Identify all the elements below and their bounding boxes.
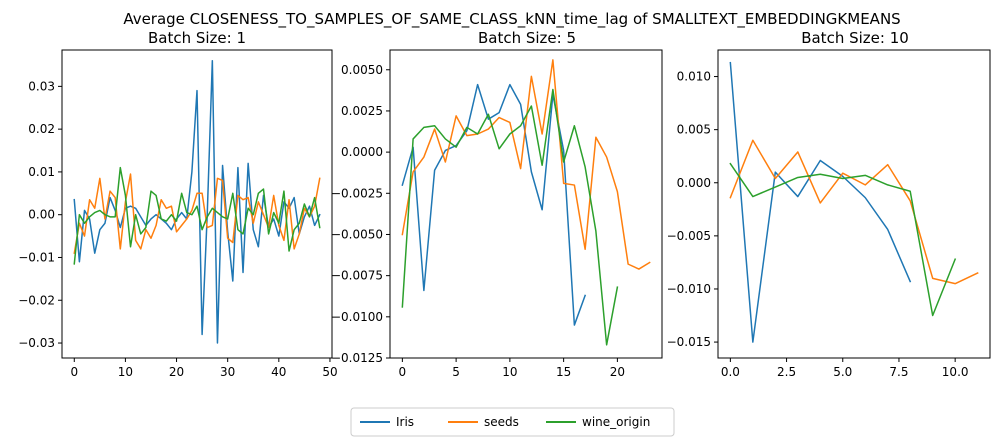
series-line-iris (729, 61, 912, 343)
y-tick-label: 0.0050 (341, 63, 383, 77)
series-line-wine-origin (729, 162, 957, 317)
series-line-seeds (401, 59, 651, 270)
y-tick-label: −0.03 (18, 336, 55, 350)
y-tick-label: −0.0125 (331, 351, 383, 365)
y-tick-label: −0.0075 (331, 269, 383, 283)
y-tick-label: 0.010 (677, 70, 711, 84)
x-tick-label: 5.0 (833, 365, 852, 379)
y-tick-label: −0.010 (667, 282, 711, 296)
x-tick-label: 40 (271, 365, 286, 379)
axes-frame (389, 49, 663, 359)
y-tick-label: 0.0000 (341, 145, 383, 159)
x-tick-label: 10 (502, 365, 517, 379)
y-tick-label: −0.0025 (331, 186, 383, 200)
x-tick-label: 5 (452, 365, 460, 379)
legend: Iris seeds wine_origin (350, 407, 675, 437)
figure-suptitle: Average CLOSENESS_TO_SAMPLES_OF_SAME_CLA… (123, 10, 900, 29)
x-tick-label: 10.0 (942, 365, 969, 379)
y-tick-label: 0.005 (677, 123, 711, 137)
x-tick-label: 0 (70, 365, 78, 379)
series-line-wine-origin (73, 166, 321, 265)
y-tick-label: 0.03 (28, 79, 55, 93)
y-tick-label: −0.02 (18, 293, 55, 307)
y-tick-label: 0.000 (677, 176, 711, 190)
y-tick-label: 0.02 (28, 122, 55, 136)
x-tick-label: 10 (118, 365, 133, 379)
x-tick-label: 50 (322, 365, 337, 379)
y-tick-label: 0.00 (28, 208, 55, 222)
x-tick-label: 0 (399, 365, 407, 379)
y-tick-label: −0.015 (667, 335, 711, 349)
legend-frame (350, 407, 675, 437)
panel-title: Batch Size: 10 (801, 29, 909, 47)
y-tick-label: 0.01 (28, 165, 55, 179)
series-line-seeds (729, 139, 979, 285)
series-line-seeds (73, 173, 321, 255)
legend-label-iris: Iris (396, 415, 414, 429)
legend-label-wine-origin: wine_origin (582, 415, 650, 429)
y-tick-label: −0.005 (667, 229, 711, 243)
axes-frame (61, 49, 333, 359)
panel-title: Batch Size: 1 (148, 29, 246, 47)
panel-title: Batch Size: 5 (478, 29, 576, 47)
x-tick-label: 30 (220, 365, 235, 379)
x-tick-label: 20 (169, 365, 184, 379)
panel-batch-1: Batch Size: 1 0 10 20 30 40 50 −0.03 −0.02 −0.01… (18, 29, 337, 379)
panel-batch-10: Batch Size: 10 0.0 2.5 5.0 7.5 10.0 −0.015 −0.… (667, 29, 991, 379)
panel-batch-5: Batch Size: 5 0 5 10 15 20 −0.0125 −0.0100 −0.0… (331, 29, 663, 379)
legend-label-seeds: seeds (484, 415, 519, 429)
axes-frame (717, 49, 991, 359)
x-tick-label: 7.5 (889, 365, 908, 379)
x-tick-label: 2.5 (777, 365, 796, 379)
y-tick-label: −0.01 (18, 250, 55, 264)
x-tick-label: 20 (610, 365, 625, 379)
y-tick-label: −0.0100 (331, 310, 383, 324)
series-line-wine-origin (401, 88, 619, 346)
x-tick-label: 0.0 (721, 365, 740, 379)
y-tick-label: −0.0050 (331, 227, 383, 241)
x-tick-label: 15 (556, 365, 571, 379)
y-tick-label: 0.0025 (341, 104, 383, 118)
